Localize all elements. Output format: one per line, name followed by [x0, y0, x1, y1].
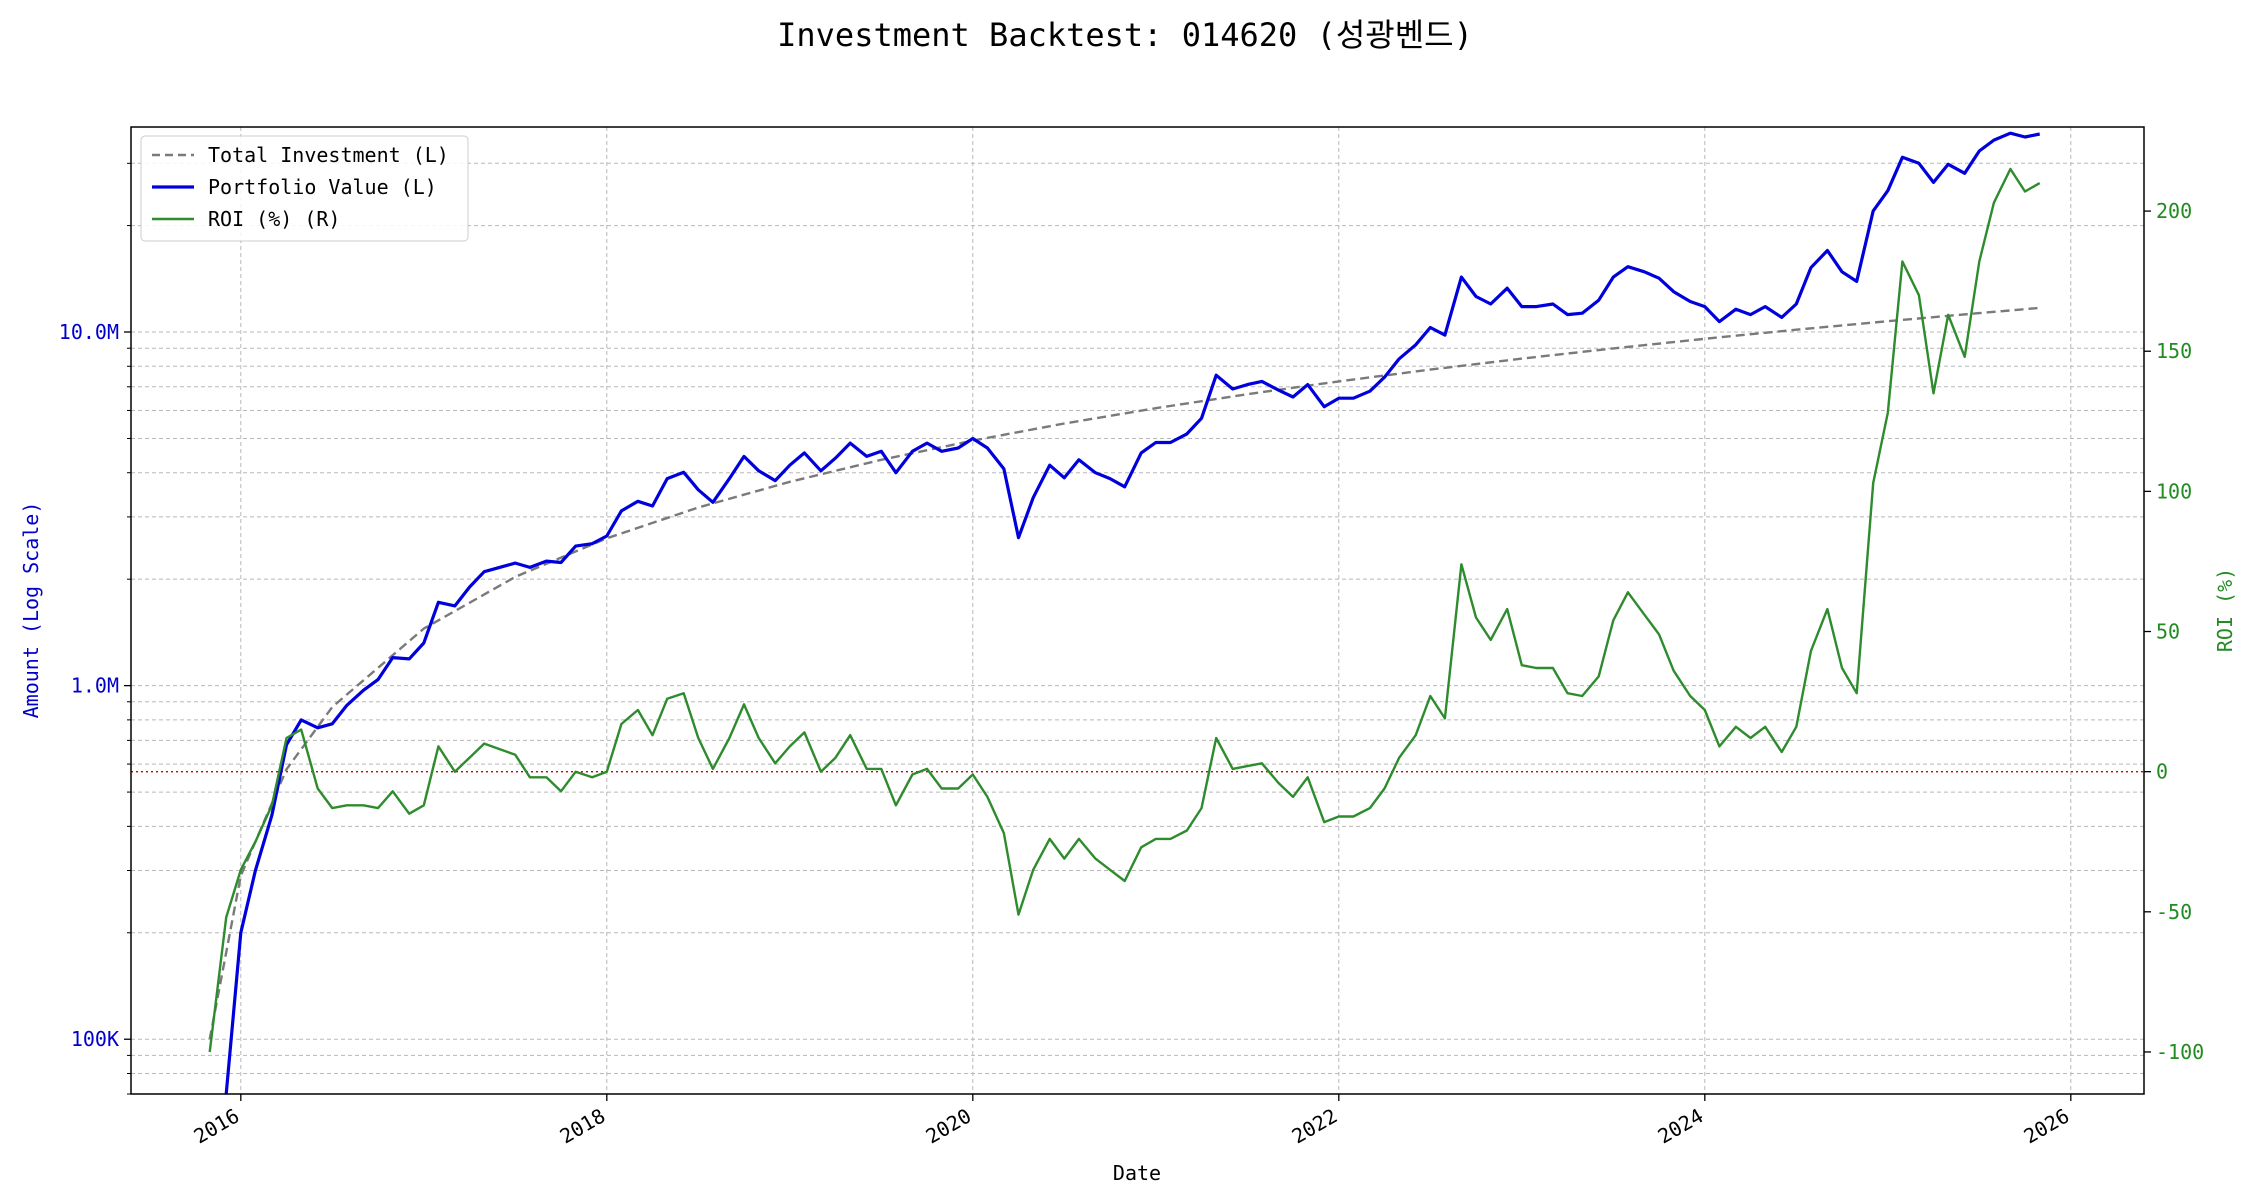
- right-tick-label: 50: [2156, 620, 2180, 644]
- right-tick-label: 0: [2156, 760, 2168, 784]
- left-axis-label: Amount (Log Scale): [19, 502, 43, 719]
- roi-r-line: [208, 167, 2041, 1053]
- plot-frame: [130, 126, 2145, 1095]
- right-tick-label: 150: [2156, 339, 2192, 363]
- legend-box: [140, 135, 469, 242]
- x-tick-label: 2026: [2020, 1104, 2074, 1149]
- left-tick-label: 1.0M: [71, 674, 119, 698]
- right-tick-label: 100: [2156, 479, 2192, 503]
- total-investment-l-line: [208, 306, 2040, 1040]
- legend: Total Investment (L) Portfolio Value (L) R…: [140, 135, 469, 242]
- legend-label: Total Investment (L): [208, 143, 449, 167]
- x-tick-label: 2020: [922, 1104, 976, 1149]
- series-lines: [208, 131, 2041, 1094]
- x-tick-label: 2016: [190, 1104, 244, 1149]
- left-tick-label: 10.0M: [59, 320, 119, 344]
- chart-title: Investment Backtest: 014620 (성광벤드): [777, 16, 1473, 54]
- x-tick-label: 2024: [1654, 1104, 1708, 1149]
- legend-label: ROI (%) (R): [208, 207, 340, 231]
- right-axis-label: ROI (%): [2213, 568, 2237, 652]
- portfolio-value-l-line: [224, 131, 2041, 1094]
- left-axis-ticks: 100K 1.0M 10.0M: [59, 162, 131, 1095]
- right-tick-label: -50: [2156, 900, 2192, 924]
- left-tick-label: 100K: [71, 1027, 119, 1051]
- x-tick-label: 2018: [556, 1104, 610, 1149]
- x-axis-ticks: 2016 2018 2020 2022 2024 2026: [190, 1094, 2074, 1149]
- right-axis-ticks: -100 -50 0 50 100 150 200: [2144, 199, 2204, 1064]
- x-tick-label: 2022: [1288, 1104, 1342, 1149]
- right-tick-label: 200: [2156, 199, 2192, 223]
- right-tick-label: -100: [2156, 1040, 2204, 1064]
- x-axis-label: Date: [1113, 1161, 1161, 1185]
- legend-label: Portfolio Value (L): [208, 175, 437, 199]
